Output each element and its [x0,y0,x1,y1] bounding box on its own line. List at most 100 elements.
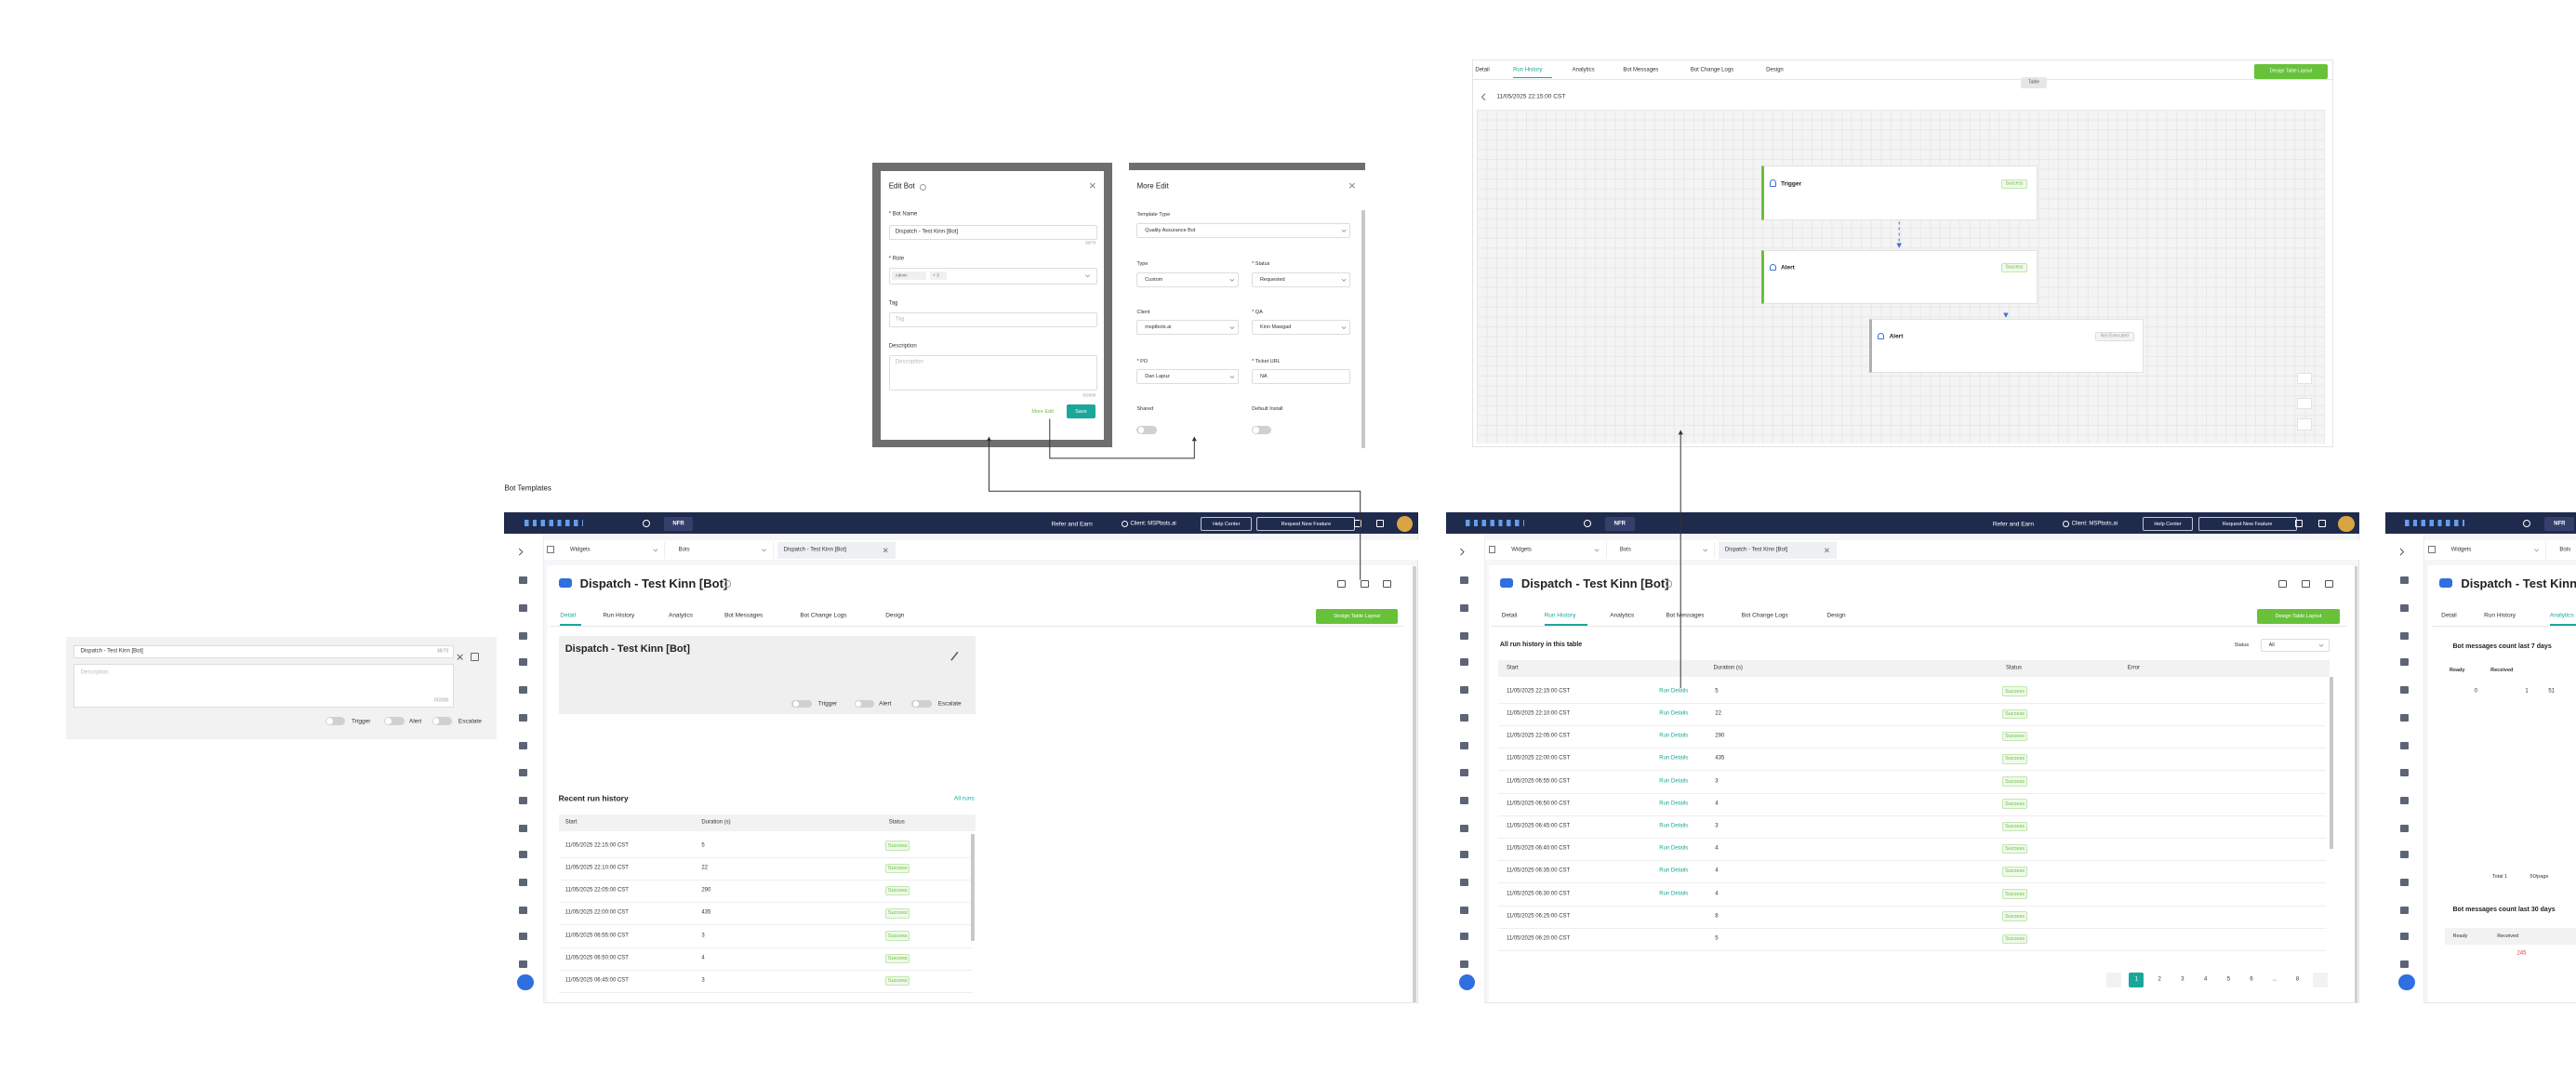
sidebar-icon[interactable] [2399,879,2409,887]
sidebar-icon[interactable] [2399,907,2409,915]
toggle[interactable] [791,699,812,709]
select[interactable] [1252,320,1351,336]
refresh-icon[interactable] [1583,520,1591,528]
sidebar-icon[interactable] [2399,742,2409,750]
assistant-button[interactable] [2398,973,2415,991]
request-button[interactable] [2198,516,2297,532]
nav-tab[interactable] [1613,541,1716,559]
sidebar-icon[interactable] [2399,604,2409,613]
sidebar-icon[interactable] [519,824,528,832]
select[interactable] [1136,272,1239,288]
assistant-button[interactable] [1458,973,1476,991]
detail-tab[interactable]: Bot Messages [1623,67,1659,73]
flow-node[interactable] [1760,166,2038,220]
run-details-link[interactable]: Run Details [1659,868,1689,875]
action-icon[interactable] [1383,579,1392,589]
detail-tab[interactable]: Design [885,612,905,619]
sidebar-icon[interactable] [1460,604,1469,613]
detail-tab[interactable]: Analytics [1610,612,1635,619]
page-number[interactable]: 2 [2158,976,2161,983]
sidebar-icon[interactable] [2399,576,2409,584]
sidebar-icon[interactable] [519,742,528,750]
home-icon[interactable] [547,546,555,554]
sidebar-icon[interactable] [519,933,528,941]
select[interactable] [1136,369,1239,385]
page-number[interactable]: ... [2272,976,2277,983]
run-details-link[interactable]: Run Details [1659,801,1689,807]
save-icon[interactable] [471,653,479,662]
sidebar-icon[interactable] [2399,714,2409,722]
refer-link[interactable]: Refer and Earn [1051,520,1093,527]
nav-tab[interactable] [1718,541,1838,559]
sidebar-icon[interactable] [519,768,528,776]
sidebar-icon[interactable] [1460,576,1469,584]
detail-tab[interactable]: Detail [1475,67,1490,73]
help-button[interactable] [2142,516,2194,532]
home-icon[interactable] [2428,546,2436,554]
sidebar-icon[interactable] [519,851,528,859]
avatar[interactable] [2337,515,2355,533]
sidebar-icon[interactable] [2399,632,2409,641]
sidebar-icon[interactable] [2399,658,2409,667]
sidebar-icon[interactable] [2399,686,2409,695]
sidebar-icon[interactable] [2399,933,2409,941]
page-number[interactable]: 6 [2250,976,2253,983]
page-number[interactable]: 5 [2226,976,2231,983]
select[interactable] [1136,223,1351,239]
detail-tab[interactable]: Run History [2484,612,2516,619]
page-number[interactable]: 1 [2134,976,2139,983]
nav-tab[interactable] [777,541,896,559]
zoom-control[interactable] [2296,418,2312,430]
more-edit-link[interactable]: More Edit [1031,409,1054,416]
nav-tab[interactable] [2553,541,2576,559]
nav-tab[interactable] [563,541,666,559]
page-prev[interactable] [2105,972,2121,987]
flow-node[interactable] [1869,318,2144,373]
select[interactable] [1252,272,1351,288]
sidebar-icon[interactable] [2399,796,2409,804]
sidebar-icon[interactable] [2399,824,2409,832]
nav-tab[interactable] [671,541,775,559]
page-number[interactable]: 3 [2181,976,2184,983]
refer-link[interactable]: Refer and Earn [1992,520,2034,527]
toggle[interactable] [325,717,345,725]
page-number[interactable]: 8 [2295,976,2300,983]
header-icon[interactable] [2317,520,2326,528]
refresh-icon[interactable] [642,520,650,528]
header-icon[interactable] [2294,520,2303,528]
sidebar-icon[interactable] [519,658,528,667]
sidebar-icon[interactable] [1460,824,1469,832]
detail-tab[interactable]: Detail [1501,612,1518,619]
sidebar-icon[interactable] [1460,658,1469,667]
refresh-icon[interactable] [2523,520,2531,528]
detail-tab[interactable]: Bot Change Logs [1741,612,1788,619]
sidebar-icon[interactable] [1460,714,1469,722]
page-next[interactable] [2313,972,2329,987]
toggle[interactable] [1252,426,1272,435]
sidebar-icon[interactable] [1460,907,1469,915]
sidebar-icon[interactable] [519,576,528,584]
detail-tab[interactable]: Run History [603,612,635,619]
sidebar-icon[interactable] [1460,768,1469,776]
action-icon[interactable] [2301,579,2310,589]
sidebar-icon[interactable] [519,686,528,695]
sidebar-icon[interactable] [2399,768,2409,776]
filter-select[interactable] [2260,639,2330,653]
sidebar-icon[interactable] [1460,933,1469,941]
sidebar-icon[interactable] [519,604,528,613]
toggle[interactable] [911,699,932,709]
run-details-link[interactable]: Run Details [1659,688,1689,695]
detail-tab[interactable]: Run History [1544,612,1576,619]
design-table-button[interactable] [2253,63,2329,79]
page-active[interactable] [2129,972,2144,987]
sidebar-icon[interactable] [1460,960,1469,969]
detail-tab[interactable]: Detail [2441,612,2457,619]
detail-tab[interactable]: Bot Messages [724,612,764,619]
detail-tab[interactable]: Design [1826,612,1846,619]
home-icon[interactable] [1488,546,1496,554]
sidebar-icon[interactable] [519,714,528,722]
run-details-link[interactable]: Run Details [1659,891,1689,897]
page-number[interactable]: 4 [2203,976,2208,983]
run-details-link[interactable]: Run Details [1659,756,1689,762]
flow-node[interactable] [1760,249,2038,304]
